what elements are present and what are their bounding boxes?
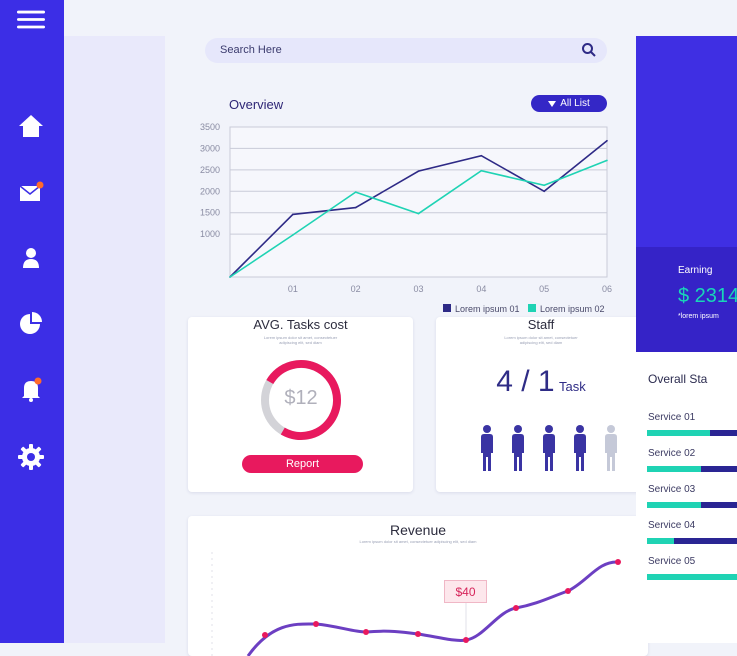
revenue-chart — [211, 552, 621, 656]
x-tick-label: 03 — [413, 284, 423, 294]
service-label: Service 01 — [648, 412, 696, 423]
service-progress-fill — [647, 538, 674, 544]
x-tick-label: 01 — [288, 284, 298, 294]
staff-count-value: 4 / 1 — [496, 365, 555, 398]
staff-count-unit: Task — [559, 379, 586, 394]
legend-swatch — [528, 304, 536, 312]
earning-label: Earning — [678, 265, 713, 276]
menu-icon[interactable] — [17, 6, 45, 34]
earning-note: *lorem ipsum — [678, 313, 719, 320]
chart-plot-area — [229, 126, 608, 278]
all-list-label: All List — [560, 98, 590, 109]
revenue-card: Revenue Lorem ipsum dolor sit amet, cons… — [188, 516, 648, 656]
avg-tasks-subtitle: Lorem ipsum dolor sit amet, consectetuer… — [263, 335, 338, 345]
service-label: Service 03 — [648, 484, 696, 495]
earning-value: $ 2314 — [678, 285, 737, 307]
y-tick-label: 2500 — [200, 165, 220, 175]
service-progress-fill — [647, 466, 701, 472]
avg-tasks-title: AVG. Tasks cost — [253, 317, 348, 332]
y-tick-label: 3500 — [200, 122, 220, 132]
top-bar — [64, 0, 737, 36]
legend-label: Lorem ipsum 01 — [455, 304, 520, 314]
y-tick-label: 2000 — [200, 186, 220, 196]
avg-tasks-card: AVG. Tasks cost Lorem ipsum dolor sit am… — [188, 317, 413, 492]
right-panel-header — [636, 36, 737, 247]
revenue-tag: $40 — [444, 580, 487, 603]
service-progress-fill — [647, 502, 701, 508]
revenue-subtitle: Lorem ipsum dolor sit amet, consectetuer… — [359, 539, 477, 544]
service-progress-bar — [647, 574, 737, 580]
staff-title: Staff — [527, 317, 555, 332]
mail-icon[interactable] — [17, 178, 45, 206]
right-panel: Earning $ 2314 *lorem ipsum Overall Sta … — [636, 36, 737, 643]
series-point — [543, 190, 545, 193]
legend-label: Lorem ipsum 02 — [540, 304, 605, 314]
side-panel — [64, 36, 165, 643]
all-list-dropdown[interactable]: All List — [531, 95, 607, 112]
search-bar[interactable]: Search Here — [205, 38, 607, 63]
person-icon — [542, 425, 556, 473]
tasks-value: $12 — [284, 387, 318, 409]
service-progress-fill — [647, 430, 710, 436]
pie-chart-icon[interactable] — [17, 310, 45, 338]
series-point — [417, 170, 420, 172]
earning-block: Earning $ 2314 *lorem ipsum — [636, 247, 737, 352]
x-tick-label: 04 — [476, 284, 486, 294]
gear-icon[interactable] — [17, 443, 45, 471]
series-point — [480, 154, 483, 157]
series-point — [229, 276, 231, 278]
overall-stats-title: Overall Sta — [648, 372, 708, 386]
search-placeholder: Search Here — [220, 44, 282, 56]
service-progress-bar — [647, 538, 737, 544]
series-point — [606, 139, 608, 142]
overview-chart: 1000 1500 2000 2500 3000 3500 01 02 03 04 05 06 Lore… — [200, 122, 612, 314]
series-point — [417, 212, 420, 215]
home-icon[interactable] — [17, 112, 45, 140]
staff-count: 4 / 1 Task — [436, 365, 646, 399]
legend-swatch — [443, 304, 451, 312]
series-point — [292, 213, 294, 216]
series-point — [606, 159, 608, 162]
y-tick-label: 3000 — [200, 143, 220, 153]
person-icon — [511, 425, 525, 473]
revenue-title: Revenue — [389, 522, 447, 538]
x-tick-label: 02 — [351, 284, 361, 294]
service-progress-bar — [647, 466, 737, 472]
x-tick-label: 06 — [602, 284, 612, 294]
series-point — [354, 191, 357, 193]
tasks-donut — [261, 360, 341, 440]
service-label: Service 04 — [648, 520, 696, 531]
service-progress-fill — [647, 574, 737, 580]
y-tick-label: 1500 — [200, 208, 220, 218]
staff-subtitle: Lorem ipsum dolor sit amet, consectetuer… — [504, 335, 578, 345]
search-icon[interactable] — [581, 42, 597, 58]
series-point — [480, 169, 483, 172]
staff-card: Staff Lorem ipsum dolor sit amet, consec… — [436, 317, 646, 492]
overview-title: Overview — [229, 97, 284, 112]
person-icon — [480, 425, 494, 473]
series-point — [292, 234, 294, 236]
bell-icon[interactable] — [17, 376, 45, 404]
service-label: Service 05 — [648, 556, 696, 567]
service-label: Service 02 — [648, 448, 696, 459]
report-button[interactable]: Report — [242, 455, 363, 473]
person-icon — [573, 425, 587, 473]
caret-down-icon — [548, 100, 557, 107]
user-icon[interactable] — [17, 244, 45, 272]
person-icon — [604, 425, 618, 473]
service-progress-bar — [647, 430, 737, 436]
series-point — [543, 184, 545, 187]
x-tick-label: 05 — [539, 284, 549, 294]
staff-people-row — [480, 425, 630, 473]
sidebar — [0, 0, 64, 643]
service-progress-bar — [647, 502, 737, 508]
y-tick-label: 1000 — [200, 229, 220, 239]
series-point — [354, 206, 357, 209]
